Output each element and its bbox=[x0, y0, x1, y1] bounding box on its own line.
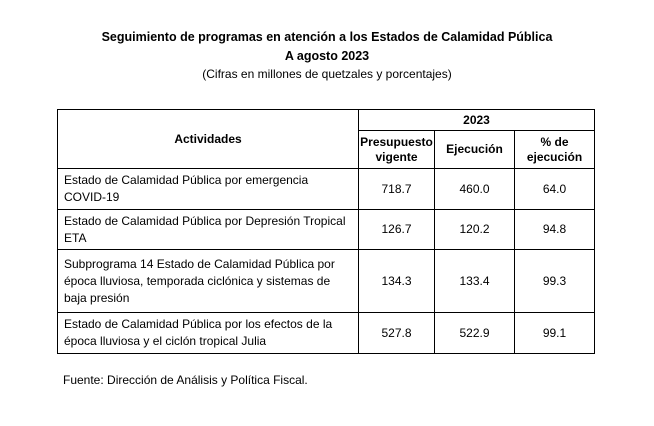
report-subtitle: A agosto 2023 bbox=[284, 49, 370, 63]
pct-cell: 64.0 bbox=[514, 168, 595, 210]
header-activities: Actividades bbox=[57, 109, 359, 169]
table-row: Estado de Calamidad Pública por Depresió… bbox=[57, 209, 595, 250]
pct-cell: 99.1 bbox=[514, 312, 595, 354]
table-row: Estado de Calamidad Pública por los efec… bbox=[57, 312, 595, 354]
pct-cell: 94.8 bbox=[514, 209, 595, 250]
budget-cell: 718.7 bbox=[358, 168, 435, 210]
table-row: Estado de Calamidad Pública por emergenc… bbox=[57, 168, 595, 210]
header-year: 2023 bbox=[358, 109, 595, 131]
execution-cell: 133.4 bbox=[434, 249, 515, 313]
activity-cell: Estado de Calamidad Pública por Depresió… bbox=[57, 209, 359, 250]
source-note: Fuente: Dirección de Análisis y Política… bbox=[63, 373, 308, 387]
report-units: (Cifras en millones de quetzales y porce… bbox=[202, 67, 452, 81]
header-pct: % de ejecución bbox=[514, 130, 595, 169]
execution-cell: 460.0 bbox=[434, 168, 515, 210]
execution-cell: 522.9 bbox=[434, 312, 515, 354]
header-budget: Presupuesto vigente bbox=[358, 130, 435, 169]
activity-cell: Estado de Calamidad Pública por emergenc… bbox=[57, 168, 359, 210]
budget-cell: 134.3 bbox=[358, 249, 435, 313]
pct-cell: 99.3 bbox=[514, 249, 595, 313]
report-header: Seguimiento de programas en atención a l… bbox=[0, 28, 654, 83]
execution-cell: 120.2 bbox=[434, 209, 515, 250]
programs-table: Actividades 2023 Presupuesto vigente Eje… bbox=[57, 109, 595, 354]
table-row: Subprograma 14 Estado de Calamidad Públi… bbox=[57, 249, 595, 313]
budget-cell: 126.7 bbox=[358, 209, 435, 250]
activity-cell: Subprograma 14 Estado de Calamidad Públi… bbox=[57, 249, 359, 313]
report-title: Seguimiento de programas en atención a l… bbox=[101, 30, 553, 44]
budget-cell: 527.8 bbox=[358, 312, 435, 354]
activity-cell: Estado de Calamidad Pública por los efec… bbox=[57, 312, 359, 354]
header-execution: Ejecución bbox=[434, 130, 515, 169]
